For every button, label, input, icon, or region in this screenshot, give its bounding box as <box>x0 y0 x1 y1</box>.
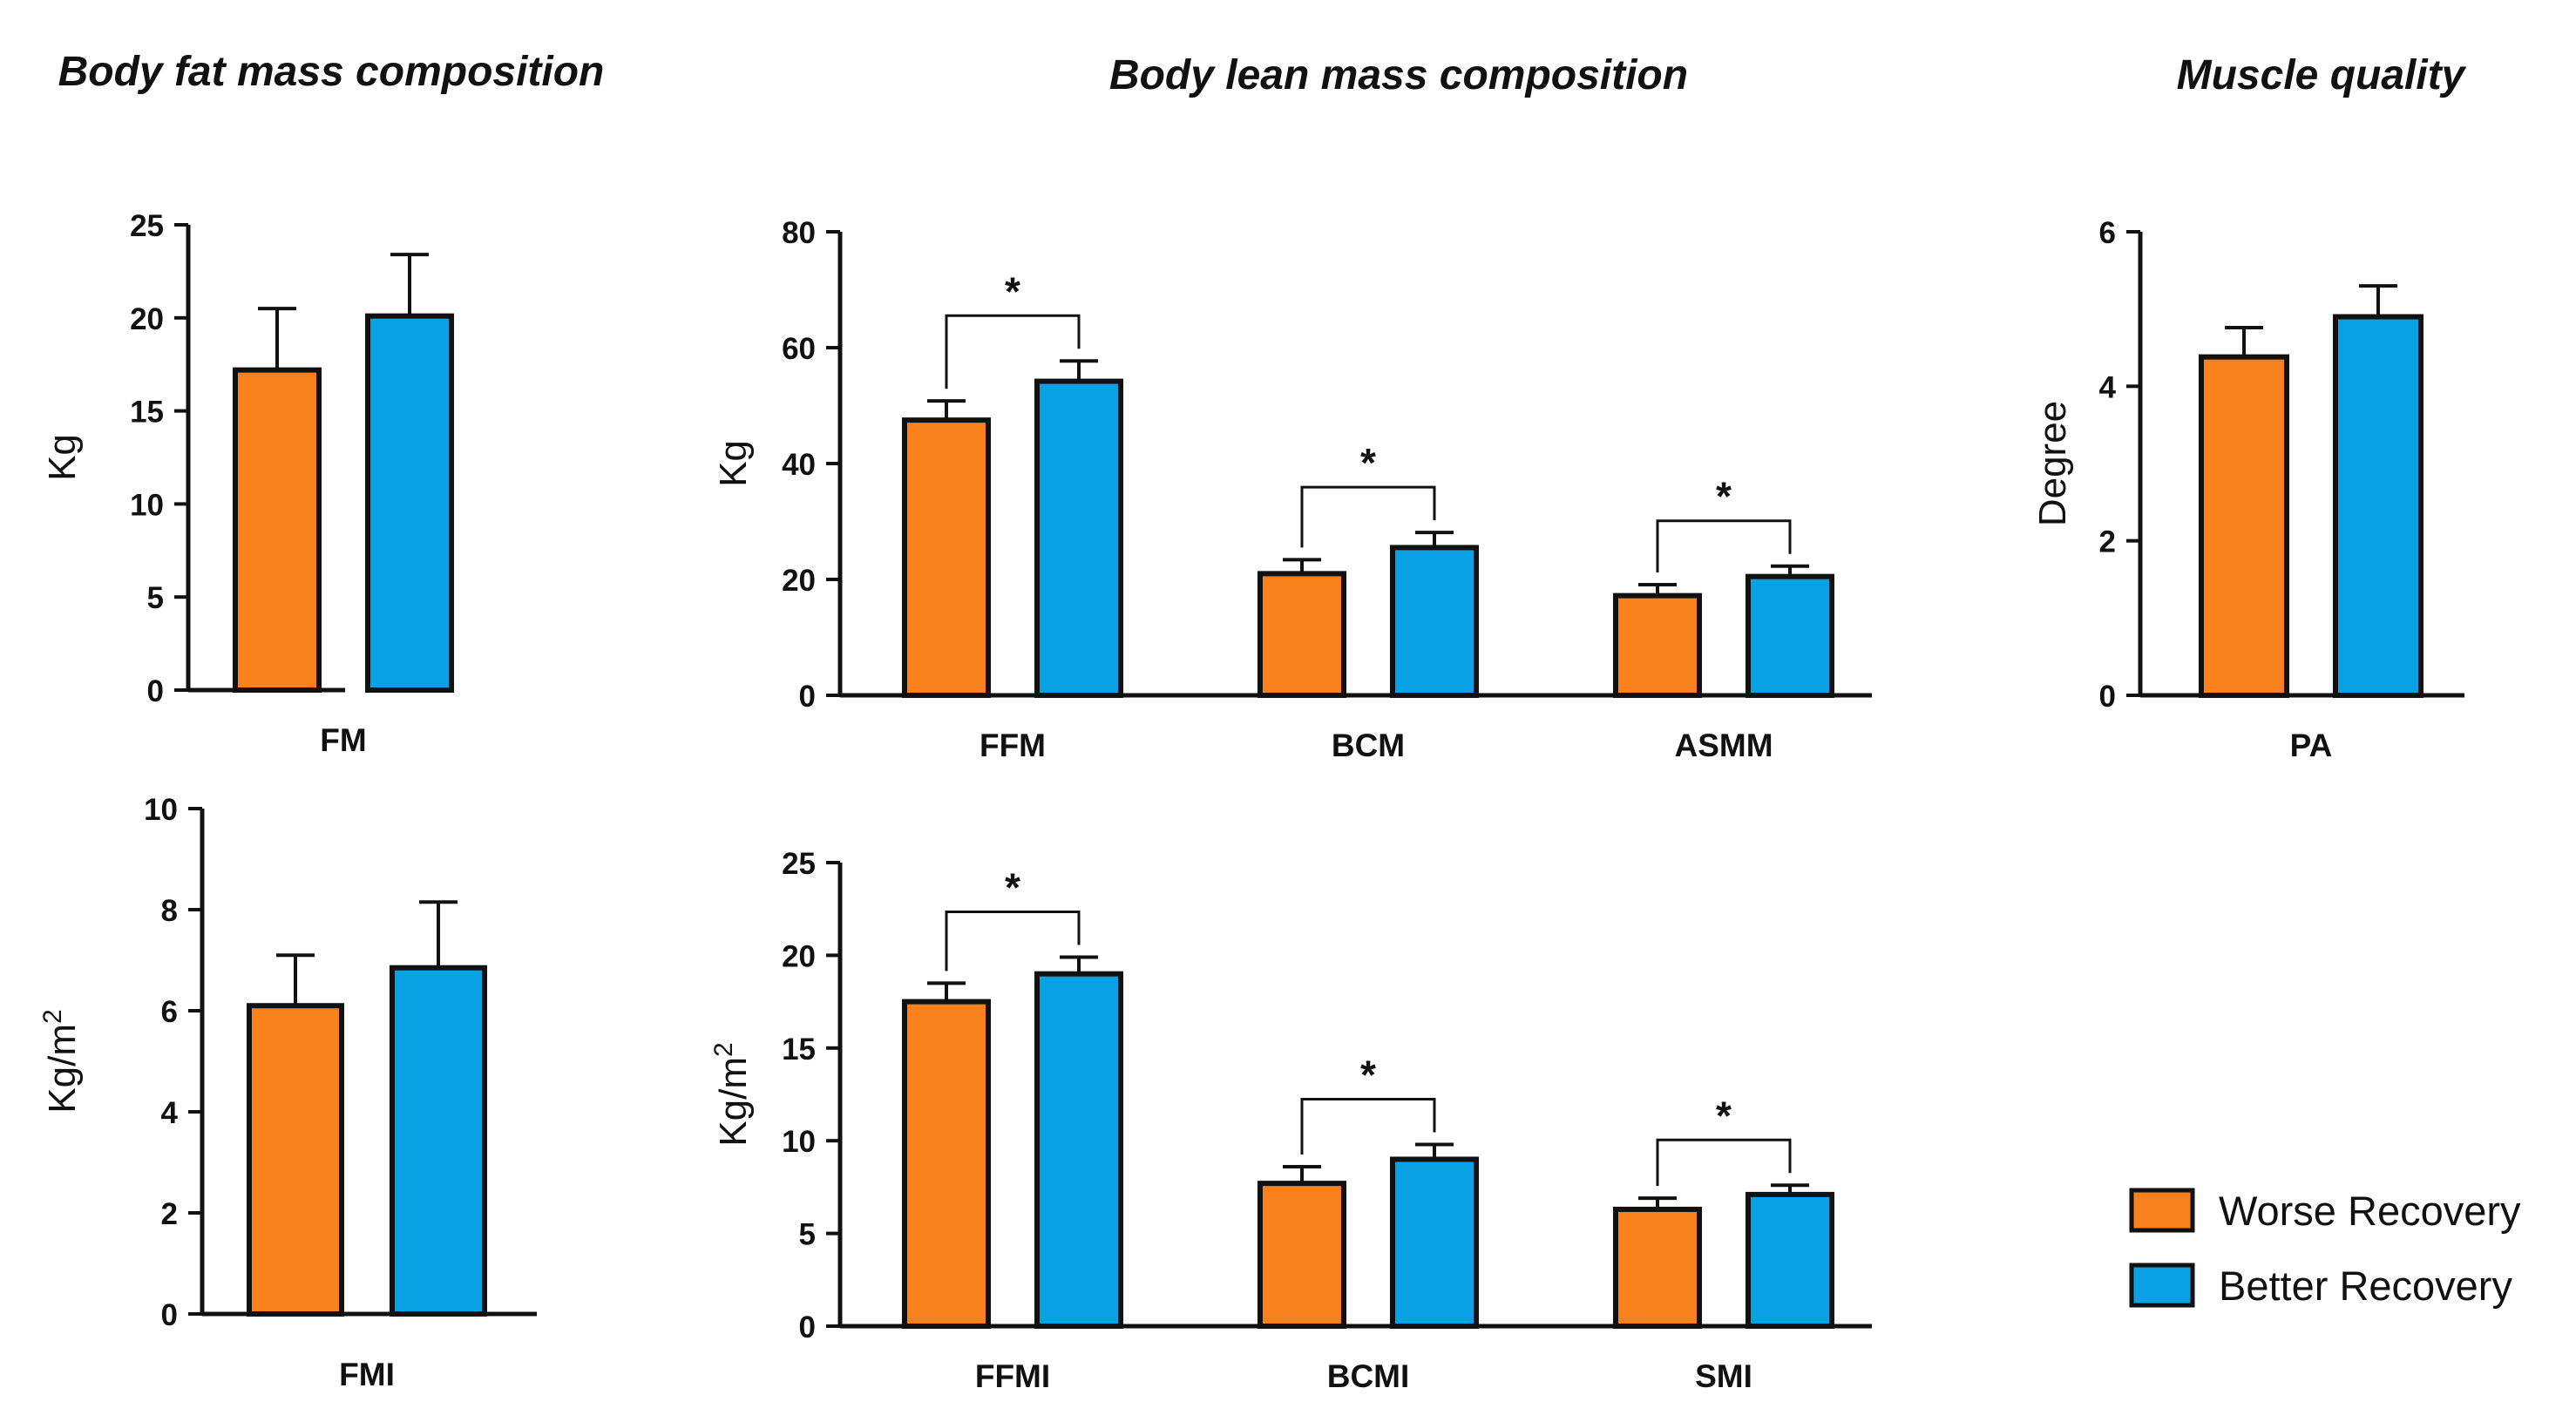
y-axis-title: Kg/m2 <box>38 1009 84 1113</box>
section-title-muscle: Muscle quality <box>2177 52 2467 98</box>
legend-label-better-recovery: Better Recovery <box>2219 1263 2512 1309</box>
bar-ASMM-better <box>1746 573 1834 698</box>
category-label-FFM: FFM <box>980 728 1046 763</box>
significance-star-ASMM: * <box>1716 474 1732 519</box>
y-tick-label: 20 <box>130 302 164 336</box>
bar-FMI-worse <box>247 1003 344 1317</box>
bar-FMI-better <box>390 965 487 1317</box>
legend-swatch-worse-recovery <box>2129 1188 2195 1233</box>
y-tick-label: 0 <box>2099 680 2116 714</box>
bar-FFM-worse <box>902 417 991 698</box>
category-label-BCM: BCM <box>1332 728 1405 763</box>
y-axis-title: Kg <box>41 434 84 481</box>
chart-lean: 0 20 40 60 80 Kg FFM * BCM * ASMM * <box>712 216 1872 763</box>
y-tick-label: 80 <box>782 216 816 250</box>
chart-fm: 0 5 10 15 20 25 Kg FM <box>41 209 454 758</box>
category-label-FMI: FMI <box>339 1357 395 1392</box>
y-tick-label: 25 <box>782 847 816 881</box>
bar-SMI-worse <box>1613 1206 1702 1330</box>
significance-bracket-FFM <box>945 314 1081 389</box>
y-tick-label: 20 <box>782 939 816 973</box>
y-axis-title: Kg/m2 <box>709 1042 755 1146</box>
y-tick-label: 60 <box>782 332 816 366</box>
bar-BCMI-better <box>1390 1156 1479 1329</box>
category-label-FM: FM <box>320 722 366 758</box>
y-tick-label: 5 <box>147 581 164 615</box>
bar-PA-better <box>2333 314 2423 698</box>
y-tick-label: 2 <box>2099 525 2116 559</box>
category-label-ASMM: ASMM <box>1674 728 1773 763</box>
y-tick-label: 0 <box>799 680 816 714</box>
category-label-SMI: SMI <box>1695 1358 1752 1394</box>
section-title-lean: Body lean mass composition <box>1109 52 1688 98</box>
significance-star-BCMI: * <box>1360 1052 1376 1097</box>
bar-BCM-worse <box>1257 571 1346 698</box>
y-tick-label: 6 <box>2099 216 2116 250</box>
y-tick-label: 6 <box>161 995 178 1029</box>
chart-fmi: 0 2 4 6 8 10 Kg/m2 FMI <box>38 793 537 1392</box>
y-axis-title: Degree <box>2031 401 2074 526</box>
significance-bracket-BCM <box>1300 485 1436 548</box>
y-tick-label: 5 <box>799 1218 816 1252</box>
y-tick-label: 0 <box>799 1310 816 1344</box>
significance-bracket-FFMI <box>945 911 1081 972</box>
bar-PA-worse <box>2199 354 2289 698</box>
y-tick-label: 4 <box>2099 370 2117 404</box>
category-label-BCMI: BCMI <box>1327 1358 1410 1394</box>
y-tick-label: 8 <box>161 894 178 928</box>
chart-lean-index: 0 5 10 15 20 25 Kg/m2 FFMI * BCMI * SMI * <box>709 847 1872 1394</box>
legend-label-worse-recovery: Worse Recovery <box>2219 1188 2521 1234</box>
legend-swatch-better-recovery <box>2129 1263 2195 1308</box>
significance-bracket-ASMM <box>1656 519 1792 572</box>
bar-FFMI-better <box>1034 971 1123 1330</box>
bar-BCMI-worse <box>1257 1181 1346 1330</box>
significance-bracket-SMI <box>1656 1138 1792 1187</box>
category-label-FFMI: FFMI <box>975 1358 1050 1394</box>
significance-bracket-BCMI <box>1300 1097 1436 1155</box>
category-label-PA: PA <box>2290 728 2333 763</box>
significance-star-FFM: * <box>1005 268 1020 314</box>
chart-panels: 0510152025KgFM0246810Kg/m2FMI020406080Kg… <box>38 209 2464 1394</box>
y-tick-label: 15 <box>782 1033 816 1066</box>
y-tick-label: 4 <box>161 1096 179 1130</box>
bar-FM-worse <box>233 367 322 693</box>
y-tick-label: 40 <box>782 448 816 482</box>
chart-pa: 0 2 4 6 Degree PA <box>2031 216 2464 763</box>
y-axis-title: Kg <box>712 440 755 487</box>
y-tick-label: 25 <box>130 209 164 243</box>
legend: Worse Recovery Better Recovery <box>2129 1188 2521 1309</box>
bar-BCM-better <box>1390 545 1479 698</box>
section-title-fat: Body fat mass composition <box>58 49 605 95</box>
y-tick-label: 0 <box>147 674 164 708</box>
significance-star-FFMI: * <box>1005 865 1020 911</box>
bar-FFMI-worse <box>902 999 991 1329</box>
y-tick-label: 15 <box>130 396 164 430</box>
y-tick-label: 10 <box>782 1125 816 1159</box>
y-tick-label: 2 <box>161 1197 178 1231</box>
bar-FFM-better <box>1034 378 1123 698</box>
y-tick-label: 0 <box>161 1298 178 1332</box>
y-tick-label: 20 <box>782 564 816 598</box>
significance-star-BCM: * <box>1360 440 1376 485</box>
bar-ASMM-worse <box>1613 592 1702 698</box>
bar-SMI-better <box>1746 1191 1834 1329</box>
y-tick-label: 10 <box>130 488 164 522</box>
significance-star-SMI: * <box>1716 1093 1732 1138</box>
bar-FM-better <box>365 313 454 693</box>
y-tick-label: 10 <box>144 793 178 827</box>
